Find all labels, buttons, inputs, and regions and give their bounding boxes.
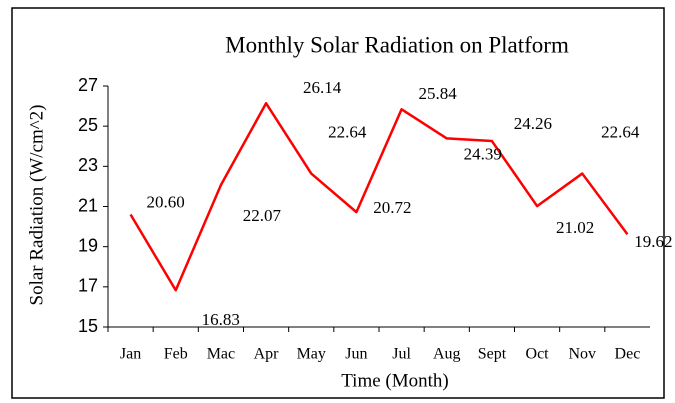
data-label: 21.02: [556, 218, 594, 237]
y-tick-label: 15: [78, 316, 98, 336]
x-tick-label: Sept: [478, 346, 507, 363]
y-tick-label: 27: [78, 75, 98, 95]
x-tick-label: Oct: [526, 346, 550, 363]
y-tick-label: 25: [78, 115, 98, 135]
chart-frame: [11, 7, 665, 399]
x-tick-label: Jul: [392, 346, 411, 363]
chart-title: Monthly Solar Radiation on Platform: [225, 32, 569, 57]
data-label: 19.62: [634, 232, 672, 251]
y-tick-label: 19: [78, 235, 98, 255]
x-tick-label: Apr: [254, 346, 280, 363]
data-label: 22.64: [328, 122, 367, 141]
data-label: 16.83: [202, 310, 240, 329]
x-tick-label: Dec: [615, 346, 641, 363]
x-tick-label: Jan: [120, 346, 141, 363]
x-tick-label: May: [297, 346, 326, 363]
y-axis-title: Solar Radiation (W/cm^2): [26, 105, 47, 306]
y-tick-label: 21: [78, 195, 98, 215]
line: [129, 102, 629, 292]
data-label: 20.72: [373, 198, 411, 217]
data-label: 20.60: [146, 192, 184, 211]
data-label: 26.14: [303, 78, 342, 97]
x-tick-label: Jun: [345, 346, 367, 363]
y-tick-label: 23: [78, 155, 98, 175]
x-tick-label: Feb: [164, 346, 188, 363]
x-tick-label: Mac: [207, 346, 235, 363]
data-label: 22.07: [243, 206, 282, 225]
x-axis-title: Time (Month): [341, 370, 449, 391]
y-tick-label: 17: [78, 276, 98, 296]
x-tick-label: Aug: [433, 346, 461, 363]
x-tick-label: Nov: [568, 346, 596, 363]
data-label: 25.84: [418, 84, 457, 103]
data-label: 24.39: [464, 144, 502, 163]
data-label: 24.26: [514, 114, 552, 133]
data-label: 22.64: [601, 122, 640, 141]
